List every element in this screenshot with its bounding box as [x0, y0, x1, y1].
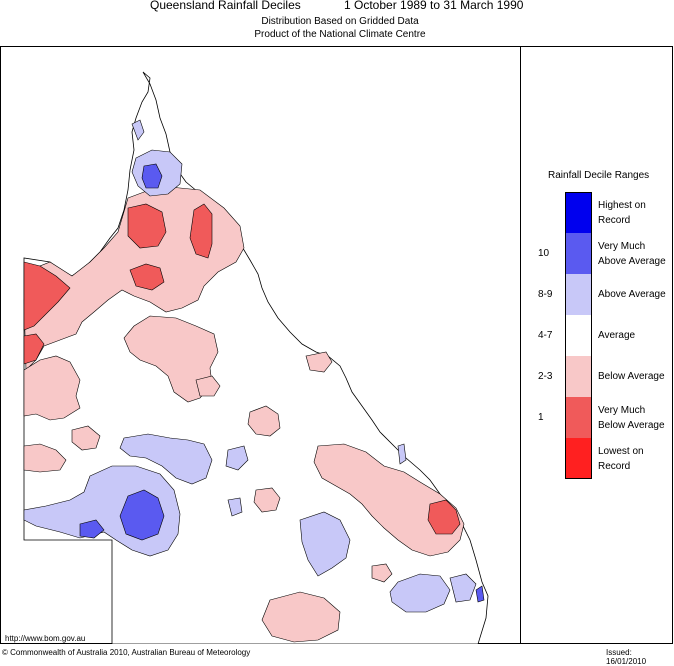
legend-swatch-highest [565, 192, 592, 233]
legend-label-very-much-below-line1: Very Much [598, 405, 646, 416]
region-below-avg-blob4 [71, 425, 101, 451]
legend-swatch-lowest [565, 438, 592, 479]
region-very-much-above-1 [141, 163, 163, 189]
region-very-much-below-3 [129, 263, 165, 291]
region-below-avg-east [313, 443, 465, 557]
region-below-avg-blob6 [305, 351, 333, 373]
legend-label-average: Average [598, 330, 636, 341]
queensland-map [23, 71, 489, 644]
region-above-avg-central [119, 433, 213, 485]
legend-swatch-below [565, 356, 592, 397]
footer-url[interactable]: http://www.bom.gov.au [5, 634, 86, 643]
region-above-avg-blob2 [449, 573, 477, 603]
legend-label-lowest: Lowest on Record [598, 444, 672, 474]
decile-label-10: 10 [538, 248, 550, 259]
legend-label-very-much-below: Very Much Below Average [598, 403, 672, 433]
legend-label-below: Below Average [598, 371, 665, 382]
subtitle-product: Product of the National Climate Centre [254, 29, 426, 40]
legend-label-highest-line2: Record [598, 215, 631, 226]
region-below-avg-blob5 [195, 375, 221, 397]
region-very-much-above-4 [475, 585, 485, 603]
date-range: 1 October 1989 to 31 March 1990 [344, 0, 524, 12]
region-very-much-below-5 [23, 333, 45, 365]
decile-label-4-7: 4-7 [538, 330, 553, 341]
legend-label-lowest-line1: Lowest on [598, 446, 644, 457]
region-very-much-above-3 [79, 519, 105, 539]
map-title: Queensland Rainfall Deciles [150, 0, 301, 12]
region-below-avg-west [23, 355, 81, 421]
region-below-avg-blob2 [253, 487, 281, 513]
region-above-avg-blob1 [225, 445, 249, 471]
decile-label-1: 1 [538, 412, 544, 423]
legend-swatch-above [565, 274, 592, 315]
region-above-avg-southeast [299, 511, 351, 577]
region-below-avg-blob3 [371, 563, 393, 583]
legend-label-lowest-line2: Record [598, 461, 631, 472]
decile-label-8-9: 8-9 [538, 289, 553, 300]
legend-label-very-much-above: Very Much Above Average [598, 239, 672, 269]
subtitle-distribution: Distribution Based on Gridded Data [261, 16, 419, 27]
legend-label-highest: Highest on Record [598, 198, 672, 228]
footer-copyright: © Commonwealth of Australia 2010, Austra… [2, 648, 251, 657]
region-above-avg-blob3 [227, 497, 243, 517]
legend-label-very-much-above-line2: Above Average [598, 256, 666, 267]
region-below-avg-blob1 [247, 405, 281, 437]
legend-label-very-much-below-line2: Below Average [598, 420, 665, 431]
region-below-avg-central [123, 315, 219, 403]
legend-label-very-much-above-line1: Very Much [598, 241, 646, 252]
region-above-avg-se-coast [389, 573, 451, 613]
region-above-avg-blob4 [397, 443, 407, 465]
state-outline [23, 71, 489, 644]
legend-swatch-average [565, 315, 592, 356]
region-below-avg-southwest [23, 443, 67, 473]
legend-swatch-very-much-above [565, 233, 592, 274]
legend-label-highest-line1: Highest on [598, 200, 646, 211]
legend-divider [520, 46, 521, 644]
region-very-much-above-2 [119, 489, 165, 541]
region-very-much-below-4 [23, 261, 71, 331]
region-very-much-below-1 [127, 203, 167, 249]
region-very-much-below-2 [189, 203, 213, 259]
legend-label-above: Above Average [598, 289, 666, 300]
title-row: Queensland Rainfall Deciles 1 October 19… [0, 0, 674, 14]
region-below-avg-south [261, 591, 341, 643]
footer-issued: Issued: 16/01/2010 [606, 648, 647, 666]
legend-swatch-very-much-below [565, 397, 592, 438]
region-very-much-below-6 [427, 499, 461, 535]
legend-title: Rainfall Decile Ranges [548, 170, 650, 181]
decile-label-2-3: 2-3 [538, 371, 553, 382]
region-above-avg-tip [131, 119, 145, 141]
